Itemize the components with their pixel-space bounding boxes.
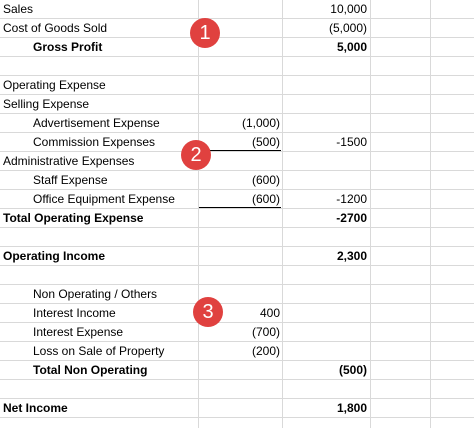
table-row: Loss on Sale of Property (200) bbox=[0, 342, 474, 361]
gridline-horizontal bbox=[0, 398, 474, 399]
cell-total[interactable]: 5,000 bbox=[336, 40, 367, 54]
cell-label[interactable]: Administrative Expenses bbox=[3, 154, 135, 168]
cell-sublabel[interactable]: Office Equipment Expense bbox=[33, 192, 175, 206]
cell-total[interactable]: (5,000) bbox=[328, 21, 367, 35]
gridline-horizontal bbox=[0, 189, 474, 190]
gridline-horizontal bbox=[0, 303, 474, 304]
cell-sublabel[interactable]: Non Operating / Others bbox=[33, 287, 158, 301]
cell-underline bbox=[199, 207, 281, 208]
gridline-horizontal bbox=[0, 284, 474, 285]
callout-marker-2: 2 bbox=[181, 140, 211, 170]
table-row: Staff Expense (600) bbox=[0, 171, 474, 190]
cell-sublabel[interactable]: Loss on Sale of Property bbox=[33, 344, 165, 358]
cell-total[interactable]: -2700 bbox=[336, 211, 367, 225]
cell-label[interactable]: Operating Expense bbox=[3, 78, 106, 92]
callout-marker-3: 3 bbox=[193, 297, 223, 327]
gridline-horizontal bbox=[0, 379, 474, 380]
table-row: Operating Income 2,300 bbox=[0, 247, 474, 266]
gridline-horizontal bbox=[0, 37, 474, 38]
cell-amount[interactable]: (600) bbox=[251, 192, 280, 206]
cell-total[interactable]: -1500 bbox=[336, 135, 367, 149]
gridline-horizontal bbox=[0, 132, 474, 133]
cell-sublabel[interactable]: Total Non Operating bbox=[33, 363, 148, 377]
table-row: Interest Income 400 bbox=[0, 304, 474, 323]
table-row: Sales 10,000 bbox=[0, 0, 474, 19]
cell-total[interactable]: 1,800 bbox=[336, 401, 367, 415]
table-row: Operating Expense bbox=[0, 76, 474, 95]
cell-amount[interactable]: (500) bbox=[251, 135, 280, 149]
cell-amount[interactable]: (600) bbox=[251, 173, 280, 187]
table-row: Commission Expenses (500) -1500 bbox=[0, 133, 474, 152]
cell-label[interactable]: Operating Income bbox=[3, 249, 106, 263]
cell-amount[interactable]: (700) bbox=[251, 325, 280, 339]
table-row: Total Non Operating (500) bbox=[0, 361, 474, 380]
cell-sublabel[interactable]: Commission Expenses bbox=[33, 135, 156, 149]
callout-marker-1: 1 bbox=[190, 18, 220, 48]
gridline-horizontal bbox=[0, 417, 474, 418]
gridline-horizontal bbox=[0, 265, 474, 266]
gridline-horizontal bbox=[0, 341, 474, 342]
cell-label[interactable]: Cost of Goods Sold bbox=[3, 21, 108, 35]
cell-sublabel[interactable]: Interest Income bbox=[33, 306, 116, 320]
gridline-vertical bbox=[198, 0, 199, 428]
cell-sublabel[interactable]: Advertisement Expense bbox=[33, 116, 160, 130]
gridline-horizontal bbox=[0, 56, 474, 57]
table-row: Interest Expense (700) bbox=[0, 323, 474, 342]
gridline-horizontal bbox=[0, 151, 474, 152]
gridline-horizontal bbox=[0, 18, 474, 19]
gridline-horizontal bbox=[0, 322, 474, 323]
gridline-horizontal bbox=[0, 227, 474, 228]
cell-amount[interactable]: (1,000) bbox=[241, 116, 280, 130]
cell-total[interactable]: 2,300 bbox=[336, 249, 367, 263]
gridline-vertical bbox=[430, 0, 431, 428]
table-row: Total Operating Expense -2700 bbox=[0, 209, 474, 228]
cell-total[interactable]: (500) bbox=[338, 363, 367, 377]
gridline-vertical bbox=[370, 0, 371, 428]
cell-sublabel[interactable]: Staff Expense bbox=[33, 173, 108, 187]
table-row: Advertisement Expense (1,000) bbox=[0, 114, 474, 133]
gridline-vertical bbox=[282, 0, 283, 428]
cell-label[interactable]: Selling Expense bbox=[3, 97, 90, 111]
cell-amount[interactable]: 400 bbox=[259, 306, 280, 320]
cell-amount[interactable]: (200) bbox=[251, 344, 280, 358]
table-row: Administrative Expenses bbox=[0, 152, 474, 171]
cell-label[interactable]: Net Income bbox=[3, 401, 68, 415]
cell-sublabel[interactable]: Interest Expense bbox=[33, 325, 124, 339]
gridline-horizontal bbox=[0, 113, 474, 114]
gridline-horizontal bbox=[0, 360, 474, 361]
cell-label[interactable]: Total Operating Expense bbox=[3, 211, 144, 225]
cell-total[interactable]: 10,000 bbox=[330, 2, 367, 16]
gridline-horizontal bbox=[0, 208, 474, 209]
table-row: Office Equipment Expense (600) -1200 bbox=[0, 190, 474, 209]
table-row: Gross Profit 5,000 bbox=[0, 38, 474, 57]
table-row: Selling Expense bbox=[0, 95, 474, 114]
gridline-horizontal bbox=[0, 246, 474, 247]
cell-sublabel[interactable]: Gross Profit bbox=[33, 40, 103, 54]
table-row: Non Operating / Others bbox=[0, 285, 474, 304]
cell-underline bbox=[199, 150, 281, 151]
gridline-horizontal bbox=[0, 75, 474, 76]
table-row: Net Income 1,800 bbox=[0, 399, 474, 418]
gridline-horizontal bbox=[0, 170, 474, 171]
gridline-horizontal bbox=[0, 94, 474, 95]
cell-label[interactable]: Sales bbox=[3, 2, 34, 16]
table-row: Cost of Goods Sold (5,000) bbox=[0, 19, 474, 38]
cell-total[interactable]: -1200 bbox=[336, 192, 367, 206]
